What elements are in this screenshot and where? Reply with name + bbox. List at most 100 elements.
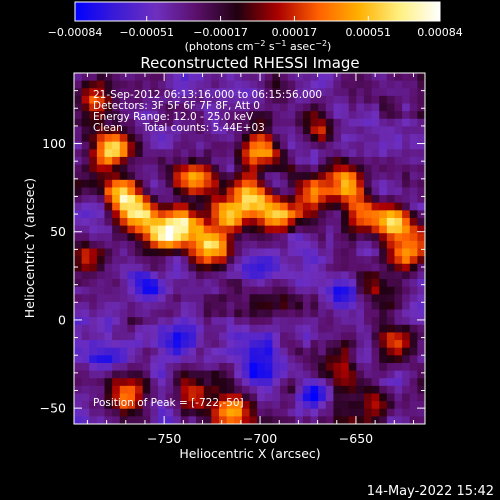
heatmap-pixel	[226, 73, 235, 82]
heatmap-pixel	[318, 134, 327, 143]
heatmap-pixel	[188, 416, 197, 424]
heatmap-pixel	[310, 141, 319, 150]
heatmap-pixel	[386, 263, 396, 272]
heatmap-pixel	[241, 256, 251, 265]
heatmap-pixel	[112, 416, 121, 424]
heatmap-pixel	[241, 217, 251, 227]
heatmap-pixel	[119, 286, 129, 295]
heatmap-pixel	[363, 210, 373, 219]
heatmap-pixel	[81, 126, 90, 135]
heatmap-pixel	[89, 187, 98, 196]
heatmap-pixel	[302, 393, 312, 402]
heatmap-pixel	[363, 401, 373, 410]
heatmap-pixel	[356, 301, 365, 311]
heatmap-pixel	[165, 164, 174, 173]
heatmap-pixel	[341, 263, 350, 272]
heatmap-pixel	[394, 233, 403, 242]
heatmap-pixel	[409, 378, 418, 387]
heatmap-pixel	[402, 126, 411, 135]
heatmap-pixel	[196, 347, 205, 356]
heatmap-pixel	[157, 217, 167, 227]
heatmap-pixel	[104, 355, 113, 364]
heatmap-pixel	[157, 95, 167, 105]
heatmap-pixel	[394, 362, 403, 372]
heatmap-pixel	[127, 263, 136, 272]
heatmap-pixel	[142, 324, 151, 334]
heatmap-pixel	[310, 416, 319, 424]
heatmap-pixel	[363, 187, 373, 196]
heatmap-pixel	[280, 134, 289, 143]
heatmap-pixel	[402, 103, 411, 112]
heatmap-pixel	[112, 347, 121, 356]
heatmap-pixel	[127, 393, 136, 402]
heatmap-pixel	[157, 355, 167, 364]
heatmap-pixel	[211, 80, 220, 89]
heatmap-pixel	[119, 378, 129, 387]
heatmap-pixel	[257, 271, 266, 280]
heatmap-pixel	[341, 172, 350, 181]
heatmap-pixel	[211, 271, 220, 280]
heatmap-pixel	[89, 217, 98, 227]
heatmap-pixel	[218, 126, 228, 135]
heatmap-pixel	[287, 385, 296, 395]
heatmap-pixel	[295, 279, 304, 288]
heatmap-pixel	[112, 141, 121, 150]
heatmap-pixel	[356, 225, 365, 234]
heatmap-pixel	[81, 347, 90, 356]
heatmap-pixel	[218, 256, 228, 265]
heatmap-pixel	[379, 88, 388, 97]
heatmap-pixel	[287, 118, 296, 128]
heatmap-pixel	[150, 370, 159, 379]
heatmap-pixel	[356, 393, 365, 402]
heatmap-pixel	[264, 179, 273, 189]
heatmap-pixel	[203, 385, 212, 395]
heatmap-pixel	[295, 324, 304, 334]
heatmap-pixel	[341, 217, 350, 227]
heatmap-pixel	[196, 393, 205, 402]
heatmap-pixel	[318, 172, 327, 181]
heatmap-pixel	[104, 217, 113, 227]
heatmap-pixel	[127, 324, 136, 334]
heatmap-pixel	[417, 248, 425, 257]
heatmap-pixel	[226, 286, 235, 295]
heatmap-pixel	[188, 202, 197, 211]
heatmap-pixel	[264, 111, 273, 120]
heatmap-pixel	[234, 263, 243, 272]
heatmap-pixel	[348, 240, 357, 250]
heatmap-pixel	[218, 355, 228, 364]
heatmap-pixel	[295, 217, 304, 227]
heatmap-pixel	[89, 103, 98, 112]
heatmap-pixel	[241, 370, 251, 379]
heatmap-pixel	[81, 362, 90, 372]
heatmap-pixel	[325, 393, 335, 402]
heatmap-pixel	[402, 134, 411, 143]
heatmap-pixel	[226, 256, 235, 265]
heatmap-pixel	[104, 340, 113, 349]
heatmap-pixel	[264, 286, 273, 295]
heatmap-pixel	[218, 401, 228, 410]
heatmap-pixel	[150, 362, 159, 372]
heatmap-pixel	[150, 225, 159, 234]
heatmap-pixel	[173, 271, 182, 280]
heatmap-pixel	[379, 317, 388, 326]
heatmap-pixel	[203, 210, 212, 219]
heatmap-pixel	[348, 317, 357, 326]
heatmap-pixel	[356, 80, 365, 89]
heatmap-pixel	[119, 202, 129, 211]
heatmap-pixel	[96, 179, 106, 189]
heatmap-pixel	[371, 217, 380, 227]
heatmap-pixel	[196, 111, 205, 120]
heatmap-pixel	[135, 111, 144, 120]
heatmap-pixel	[142, 332, 151, 341]
heatmap-pixel	[119, 103, 129, 112]
heatmap-pixel	[135, 225, 144, 234]
heatmap-pixel	[341, 317, 350, 326]
heatmap-pixel	[234, 301, 243, 311]
heatmap-pixel	[257, 309, 266, 318]
heatmap-pixel	[409, 248, 418, 257]
heatmap-pixel	[196, 416, 205, 424]
heatmap-pixel	[363, 408, 373, 417]
heatmap-pixel	[196, 126, 205, 135]
heatmap-pixel	[341, 370, 350, 379]
heatmap-pixel	[96, 279, 106, 288]
